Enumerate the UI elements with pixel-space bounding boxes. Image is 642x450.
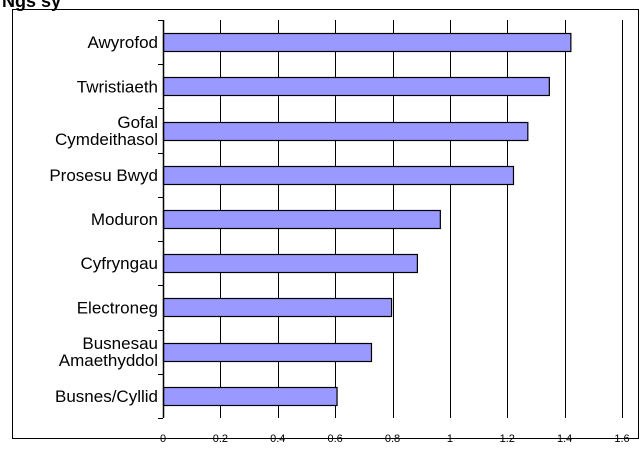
category-label-line: Busnesau: [82, 334, 158, 353]
category-label-1: Twristiaeth: [77, 77, 158, 96]
x-tick-label-8: 1.6: [614, 433, 629, 445]
category-label-line: Prosesu Bwyd: [49, 166, 158, 185]
bar-5: [162, 253, 418, 274]
category-label-2: Gofal Cymdeithasol: [55, 113, 158, 149]
category-label-3: Prosesu Bwyd: [49, 166, 158, 185]
category-label-6: Electroneg: [77, 298, 158, 317]
category-label-8: Busnes/Cyllid: [55, 387, 158, 406]
category-label-0: Awyrofod: [87, 33, 158, 52]
category-label-line: Amaethyddol: [59, 351, 158, 370]
bar-0: [162, 32, 572, 53]
x-tick-label-0: 0: [160, 433, 166, 445]
x-tick-label-3: 0.6: [327, 433, 342, 445]
x-tick-label-1: 0.2: [213, 433, 228, 445]
category-label-5: Cyfryngau: [81, 254, 158, 273]
bar-8: [162, 386, 338, 407]
x-tick-label-6: 1.2: [500, 433, 515, 445]
x-tick-label-4: 0.8: [385, 433, 400, 445]
bar-4: [162, 209, 441, 230]
category-label-line: Awyrofod: [87, 33, 158, 52]
bar-6: [162, 297, 393, 318]
category-label-line: Busnes/Cyllid: [55, 387, 158, 406]
chart-title-fragment: Ngs sy: [0, 0, 642, 14]
x-tick-label-7: 1.4: [557, 433, 572, 445]
category-label-7: Busnesau Amaethyddol: [59, 334, 158, 370]
category-label-line: Cymdeithasol: [55, 130, 158, 149]
category-label-line: Twristiaeth: [77, 77, 158, 96]
category-label-line: Gofal: [117, 113, 158, 132]
category-label-line: Cyfryngau: [81, 254, 158, 273]
x-tick-label-5: 1: [447, 433, 453, 445]
category-label-line: Electroneg: [77, 298, 158, 317]
bar-2: [162, 121, 529, 142]
chart-frame: [12, 9, 639, 439]
bar-1: [162, 76, 550, 97]
chart-title-text: Ngs sy: [2, 0, 62, 11]
bar-3: [162, 165, 515, 186]
bar-7: [162, 342, 373, 363]
x-tick-label-2: 0.4: [270, 433, 285, 445]
category-label-line: Moduron: [91, 210, 158, 229]
category-label-4: Moduron: [91, 210, 158, 229]
